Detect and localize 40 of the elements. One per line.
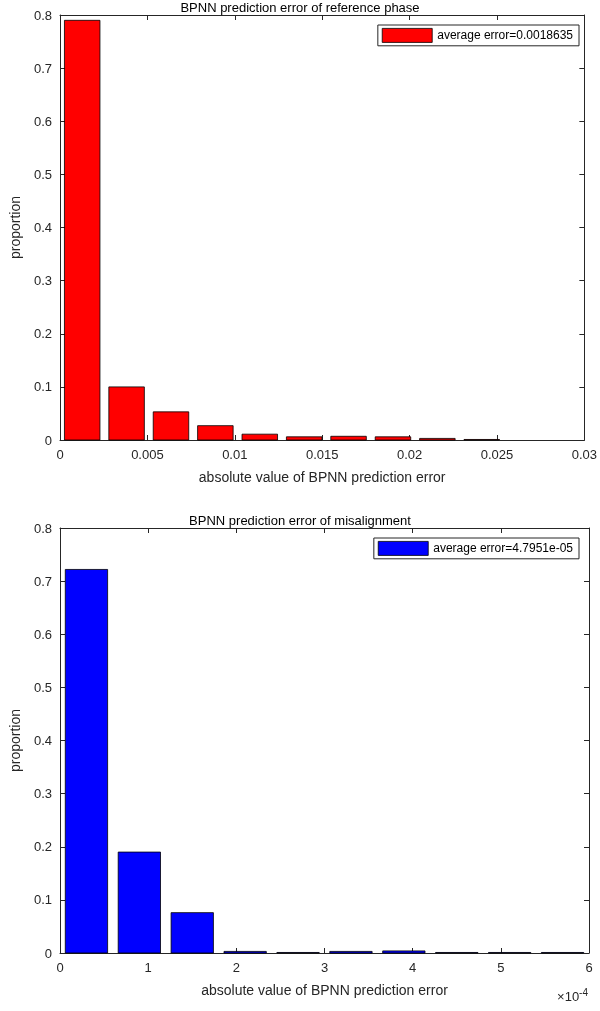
y-tick-label: 0.7 [33,60,52,76]
y-tick-label: 0.2 [33,839,52,855]
y-tick-label: 0.3 [33,273,52,289]
y-tick-label: 0.6 [33,626,52,642]
x-axis-title: absolute value of BPNN prediction error [198,469,446,485]
x-axis-title: absolute value of BPNN prediction error [201,982,449,998]
x-tick-label: 5 [497,960,505,975]
x-tick-label: 0 [56,447,64,462]
y-tick-label: 0.8 [33,7,52,23]
y-axis-title: proportion [7,708,23,773]
y-axis-title: proportion [7,195,23,260]
chart-title: BPNN prediction error of reference phase [180,0,420,15]
x-tick-label: 0.005 [131,447,164,462]
y-tick-label: 0.4 [33,733,52,748]
y-tick-label: 0 [44,432,52,448]
x-tick-label: 4 [409,960,417,975]
y-tick-label: 0 [44,945,52,961]
x-tick-label: 0.01 [222,447,248,462]
legend-label: average error=4.7951e-05 [433,541,574,556]
chart-title: BPNN prediction error of misalignment [189,513,412,528]
y-tick-label: 0.6 [33,113,52,129]
y-tick-label: 0.4 [33,220,52,235]
y-tick-label: 0.7 [33,573,52,589]
x-tick-label: 0.015 [305,447,339,462]
y-tick-label: 0.2 [33,326,52,342]
y-tick-label: 0.1 [33,892,52,908]
y-tick-label: 0.5 [33,166,52,182]
x-tick-label: 2 [232,960,240,975]
x-tick-label: 6 [585,960,593,975]
x-tick-label: 3 [320,960,329,975]
x-tick-label: 0.025 [480,447,514,462]
x-tick-label: 0.03 [571,447,598,462]
x-tick-label: 0.02 [396,447,423,462]
legend-label: average error=0.0018635 [437,28,574,43]
y-tick-label: 0.3 [33,786,52,802]
y-tick-label: 0.1 [33,379,52,395]
x-tick-label: 0 [56,960,64,975]
y-tick-label: 0.5 [33,679,52,695]
x-tick-label: 1 [144,960,152,975]
y-tick-label: 0.8 [33,520,52,536]
